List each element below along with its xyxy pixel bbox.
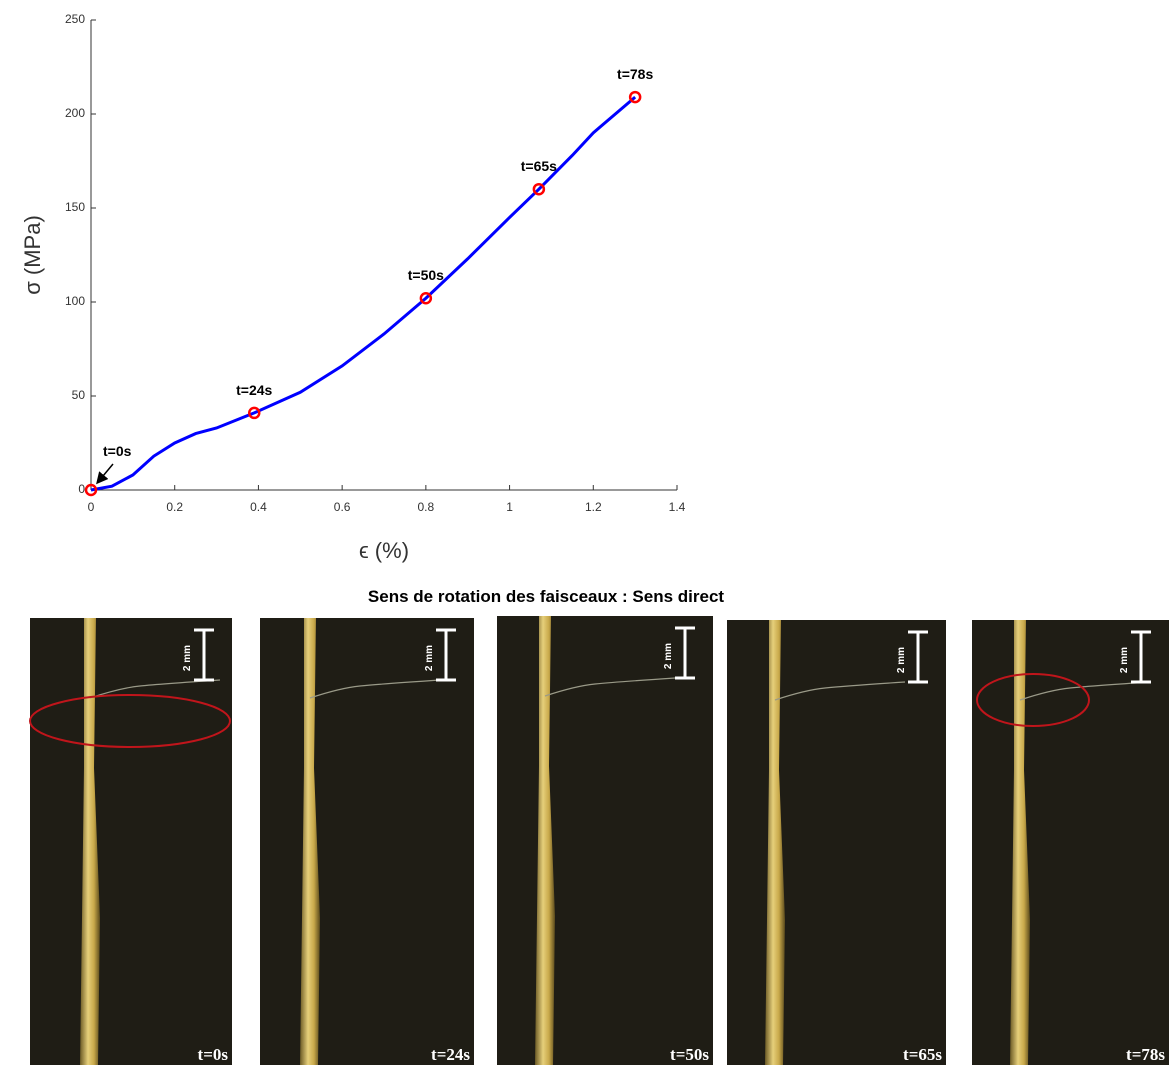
y-tick-label: 0 — [78, 482, 85, 496]
y-tick-label: 150 — [65, 200, 85, 214]
photo-panel: 2 mm t=50s — [497, 616, 713, 1065]
fiber — [300, 618, 320, 1065]
fiber — [765, 620, 785, 1065]
x-tick-label: 0.4 — [250, 500, 267, 514]
x-tick-label: 0.6 — [334, 500, 351, 514]
y-tick-label: 50 — [72, 388, 86, 402]
photo-background — [972, 620, 1169, 1065]
highlight — [29, 694, 231, 748]
scale-bar — [675, 626, 695, 680]
fiber — [1010, 620, 1030, 1065]
marker — [532, 182, 546, 196]
strand — [544, 677, 676, 697]
strand — [774, 681, 906, 701]
strand — [89, 679, 221, 699]
y-axis-label: σ (MPa) — [20, 215, 45, 295]
fiber — [80, 618, 100, 1065]
strand — [1019, 681, 1151, 701]
photo-panel: 2 mm t=78s — [972, 620, 1169, 1065]
photo-background — [727, 620, 946, 1065]
y-tick-label: 250 — [65, 12, 85, 26]
x-axis-label: ϵ (%) — [359, 538, 409, 563]
panel-label: t=50s — [670, 1045, 709, 1064]
marker — [419, 291, 433, 305]
x-tick-label: 0 — [88, 500, 95, 514]
scale-label: 2 mm — [182, 645, 193, 671]
strand — [309, 679, 441, 699]
highlight — [976, 673, 1090, 727]
annotation: t=65s — [521, 158, 557, 174]
y-tick-label: 100 — [65, 294, 85, 308]
y-tick-label: 200 — [65, 106, 85, 120]
panel-label: t=0s — [198, 1045, 229, 1064]
x-tick-label: 1 — [506, 500, 513, 514]
scale-label: 2 mm — [663, 643, 674, 669]
panel-label: t=65s — [903, 1045, 942, 1064]
photo-panel: 2 mm t=65s — [727, 620, 946, 1065]
panel-label: t=24s — [431, 1045, 470, 1064]
annotation: t=0s — [103, 443, 132, 459]
scale-label: 2 mm — [424, 645, 435, 671]
annotation-arrow — [96, 463, 114, 485]
x-tick-label: 1.2 — [585, 500, 602, 514]
scale-label: 2 mm — [1119, 647, 1130, 673]
annotation: t=24s — [236, 382, 272, 398]
panel-label: t=78s — [1126, 1045, 1165, 1064]
scale-bar — [1131, 630, 1151, 684]
marker — [84, 483, 98, 497]
images-title: Sens de rotation des faisceaux : Sens di… — [368, 587, 725, 606]
scale-bar — [436, 628, 456, 682]
scale-bar — [908, 630, 928, 684]
marker — [628, 90, 642, 104]
photo-background — [260, 618, 474, 1065]
photo-panel: 2 mm t=24s — [260, 618, 474, 1065]
scale-label: 2 mm — [896, 647, 907, 673]
x-tick-label: 0.2 — [166, 500, 183, 514]
x-tick-label: 1.4 — [669, 500, 686, 514]
annotation: t=78s — [617, 66, 653, 82]
scale-bar — [194, 628, 214, 682]
photo-background — [30, 618, 232, 1065]
fiber — [535, 616, 555, 1065]
marker — [247, 406, 261, 420]
photo-background — [497, 616, 713, 1065]
photo-panel: 2 mm t=0s — [29, 618, 232, 1065]
x-tick-label: 0.8 — [418, 500, 435, 514]
data-line — [90, 95, 637, 492]
annotation: t=50s — [408, 267, 444, 283]
